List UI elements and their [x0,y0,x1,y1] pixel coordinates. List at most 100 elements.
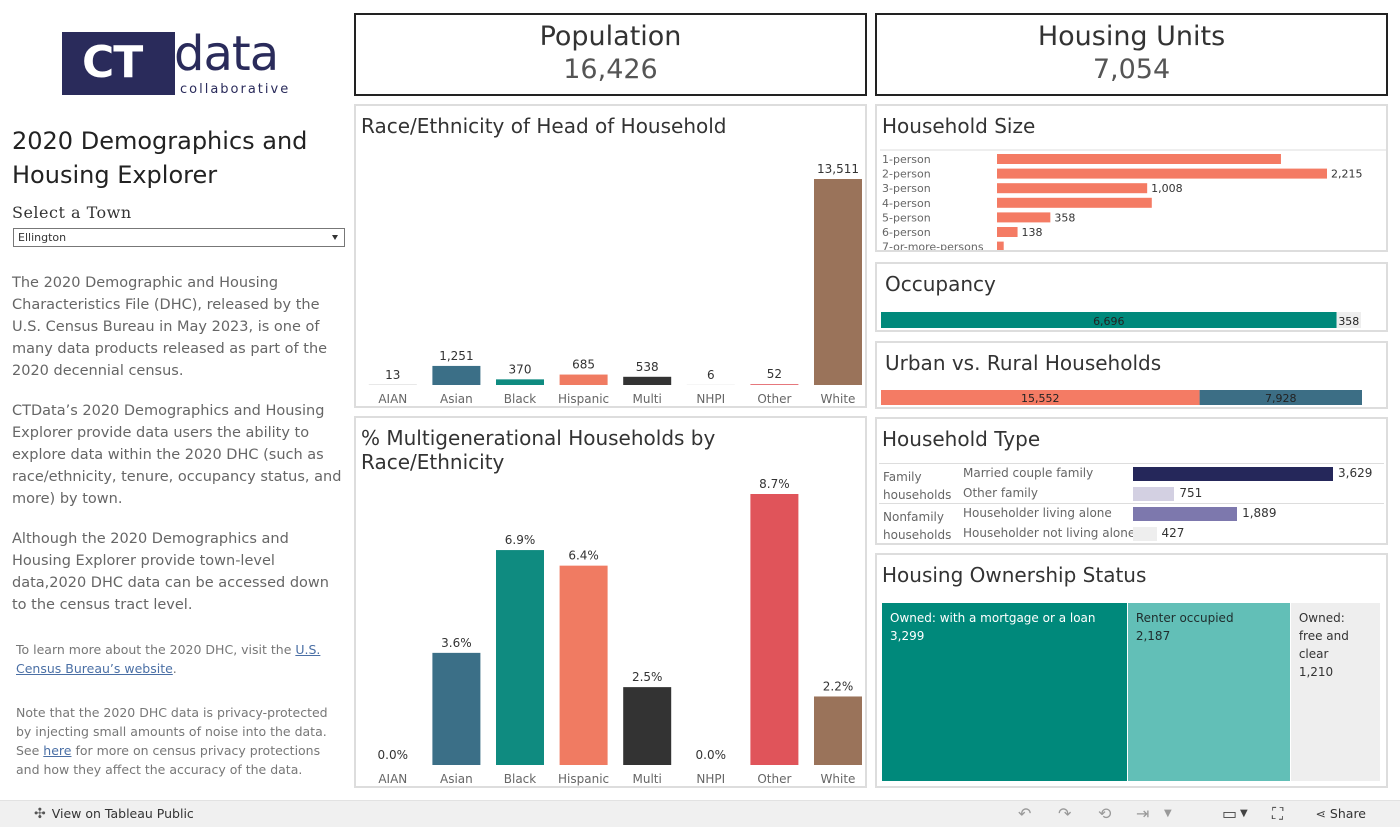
urban-rural-segment-urban[interactable] [881,390,1200,405]
chevron-down-icon[interactable]: ▼ [1240,808,1248,819]
household-size-value-label: 1,008 [1151,182,1183,195]
household-size-chart[interactable]: 1-person 2-person 2,215 3-person 1,008 4-pers… [877,106,1386,250]
multigen-category-label: White [821,772,856,786]
fullscreen-icon[interactable]: ⛶ [1272,804,1284,823]
ownership-panel[interactable]: Housing Ownership Status Owned: with a m… [875,553,1388,788]
note-learn-more-end: . [172,661,177,676]
household-size-bar-5-person[interactable] [997,212,1051,223]
multigen-value-label: 8.7% [759,477,790,491]
multigen-bar-black[interactable] [496,550,544,765]
race-ethnicity-panel[interactable]: Race/Ethnicity of Head of Household 13 AI… [354,104,867,408]
household-size-panel[interactable]: Household Size 1-person 2-person 2,215 3-pe… [875,104,1388,252]
household-size-value-label: 358 [1054,211,1075,224]
more-icon[interactable]: ▼ [1164,808,1172,819]
race-category-label: Multi [633,392,662,406]
household-type-row-married-couple-family[interactable]: Married couple family 3,629 [963,464,1383,484]
urban-rural-panel[interactable]: Urban vs. Rural Households 15,552 7,928 [875,341,1388,409]
census-website-link[interactable]: U.S. Census Bureau’s website [16,642,321,676]
multigenerational-panel[interactable]: % Multigenerational Households by Race/E… [354,416,867,788]
race-bar-asian[interactable] [432,365,481,385]
multigen-value-label: 2.2% [823,679,854,693]
household-size-bar-1-person[interactable] [997,154,1281,164]
treemap-cell-owned-free-and-clear[interactable]: Owned: free and clear 1,210 [1290,603,1380,781]
urban-rural-segment-rural[interactable] [1199,390,1362,405]
household-type-row-label: Married couple family [963,466,1094,480]
occupancy-segment-occupied[interactable] [881,312,1337,328]
occupancy-panel[interactable]: Occupancy 6,696 358 [875,262,1388,332]
household-type-bar[interactable] [1133,467,1333,481]
logo-ct-text: CT [82,37,143,88]
household-type-bar[interactable] [1133,527,1157,541]
multigen-category-label: Black [504,772,537,786]
occupancy-chart[interactable]: 6,696 358 [877,264,1386,330]
household-type-panel[interactable]: Household Type Family households Married … [875,417,1388,545]
household-type-row-other-family[interactable]: Other family 751 [963,484,1383,504]
logo-collaborative-text: collaborative [180,82,291,97]
race-ethnicity-chart[interactable]: 13 AIAN 1,251 Asian 370 Black 685 Hispanic 538 Mu… [356,106,865,406]
race-bar-white[interactable] [814,179,862,385]
revert-icon[interactable]: ⟲ [1098,804,1112,823]
share-button[interactable]: ⋖ Share [1315,806,1366,821]
race-category-label: Hispanic [558,392,609,406]
treemap-cell-owned-with-a-mortgage-or-a-loan[interactable]: Owned: with a mortgage or a loan 3,299 [882,603,1127,781]
household-size-label: 7-or-more-persons [882,241,984,250]
household-size-label: 3-person [882,182,931,195]
household-size-label: 1-person [882,153,931,166]
multigen-bar-multi[interactable] [623,687,672,765]
household-size-bar-2-person[interactable] [997,168,1327,179]
household-size-bar-3-person[interactable] [997,183,1148,194]
sidebar: CT data collaborative 2020 Demographics … [0,0,350,800]
household-type-value-label: 3,629 [1338,466,1373,480]
race-bar-other[interactable] [750,384,799,385]
household-size-title: Household Size [882,114,1036,138]
occupancy-segment-vacant[interactable] [1336,312,1361,328]
household-size-label: 5-person [882,211,931,224]
race-bar-hispanic[interactable] [559,374,608,385]
description-paragraph-3: Although the 2020 Demographics and Housi… [12,531,329,613]
household-type-group-nonfamily-households: Nonfamily households Householder living a… [879,503,1384,543]
race-bar-black[interactable] [496,379,544,385]
household-type-group-family-households: Family households Married couple family 3,… [879,463,1384,503]
household-type-value-label: 751 [1179,486,1203,500]
privacy-here-link[interactable]: here [43,743,72,758]
household-size-label: 4-person [882,197,931,210]
comment-icon[interactable]: ▭ [1222,804,1238,823]
multigenerational-chart[interactable]: 0.0% AIAN 3.6% Asian 6.9% Black 6.4% Hispanic 2.… [356,418,865,786]
view-on-tableau-button[interactable]: ✣ View on Tableau Public [34,806,194,822]
undo-icon[interactable]: ↶ [1018,804,1032,823]
select-town-label: Select a Town [12,203,132,222]
race-category-label: AIAN [378,392,407,406]
race-category-label: Asian [440,392,473,406]
multigen-category-label: NHPI [696,772,725,786]
multigen-bar-white[interactable] [814,696,862,765]
race-value-label: 52 [767,367,782,381]
treemap-cell-value: 2,187 [1135,629,1171,643]
household-size-bar-6-person[interactable] [997,227,1018,237]
ctdata-logo[interactable]: CT data collaborative [62,26,302,98]
refresh-icon[interactable]: ⇥ [1136,804,1150,823]
multigen-category-label: Other [757,772,791,786]
note-privacy: Note that the 2020 DHC data is privacy-p… [16,703,346,779]
multigen-bar-other[interactable] [750,494,799,765]
household-size-bar-4-person[interactable] [997,197,1152,208]
household-size-value-label: 138 [1022,226,1043,239]
town-select[interactable]: Ellington [13,228,345,247]
multigen-category-label: Multi [633,772,662,786]
ownership-treemap[interactable]: Owned: with a mortgage or a loan 3,299 Ren… [882,603,1381,781]
treemap-cell-renter-occupied[interactable]: Renter occupied 2,187 [1127,603,1290,781]
occupancy-value-label: 6,696 [1093,315,1125,328]
household-type-bar[interactable] [1133,507,1238,521]
multigen-bar-hispanic[interactable] [559,565,608,765]
household-type-row-householder-living-alone[interactable]: Householder living alone 1,889 [963,504,1383,524]
redo-icon[interactable]: ↷ [1058,804,1072,823]
multigen-value-label: 0.0% [696,748,727,762]
urban-rural-chart[interactable]: 15,552 7,928 [877,343,1386,407]
multigen-category-label: AIAN [378,772,407,786]
household-type-row-householder-not-living-alone[interactable]: Householder not living alone 427 [963,524,1383,543]
race-bar-multi[interactable] [623,376,672,385]
household-size-bar-7-or-more-persons[interactable] [997,241,1004,250]
household-type-bar[interactable] [1133,487,1175,501]
multigen-bar-asian[interactable] [432,652,481,765]
race-category-label: Other [757,392,791,406]
chevron-down-icon [332,235,338,240]
